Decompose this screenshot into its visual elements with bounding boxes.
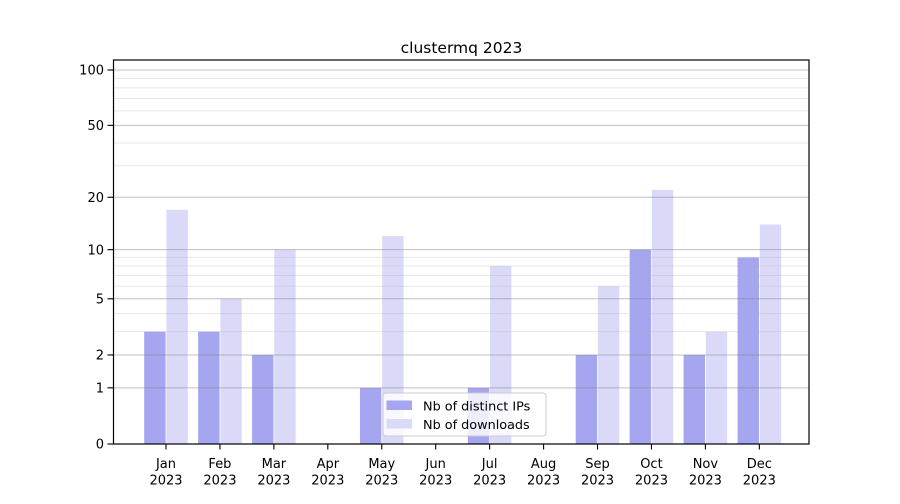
- bar-series1-month0: [166, 209, 188, 444]
- legend-swatch: [386, 419, 412, 429]
- x-tick-label-year: 2023: [635, 474, 668, 489]
- bar-series0-month10: [683, 354, 705, 444]
- x-tick-label: Jul: [481, 457, 498, 472]
- bar-series1-month8: [597, 286, 620, 444]
- x-tick-label: Aug: [531, 457, 556, 472]
- x-tick-label-year: 2023: [365, 474, 398, 489]
- legend-swatch: [386, 400, 412, 410]
- legend-label: Nb of distinct IPs: [423, 400, 531, 415]
- bar-series1-month1: [220, 298, 242, 444]
- x-tick-label-year: 2023: [257, 474, 290, 489]
- bar-series0-month8: [575, 354, 598, 444]
- plot-border: [112, 59, 810, 445]
- y-axis: 0 1 2 5 10 20 50 100: [79, 64, 114, 453]
- legend: Nb of distinct IPs Nb of downloads: [382, 392, 547, 437]
- y-tick-label: 5: [96, 292, 104, 307]
- x-tick-label-year: 2023: [203, 474, 236, 489]
- x-tick-label-year: 2023: [743, 474, 776, 489]
- x-tick-label-year: 2023: [311, 474, 344, 489]
- y-tick-label: 20: [87, 191, 104, 206]
- y-tick-label: 10: [87, 243, 104, 258]
- x-tick-label: Jun: [425, 457, 446, 472]
- bar-series0-month2: [252, 354, 274, 444]
- x-tick-label-year: 2023: [689, 474, 722, 489]
- bar-series0-month4: [359, 387, 382, 444]
- bar-series0-month9: [629, 249, 652, 444]
- x-tick-label: Jan: [155, 457, 176, 472]
- bar-series1-month2: [274, 249, 296, 444]
- x-tick-label-year: 2023: [527, 474, 560, 489]
- legend-label: Nb of downloads: [423, 418, 530, 433]
- x-tick-label: Mar: [262, 457, 287, 472]
- x-tick-label-year: 2023: [149, 474, 182, 489]
- bar-series1-month11: [759, 224, 782, 444]
- x-tick-label: Feb: [208, 457, 231, 472]
- grid-group: [114, 69, 809, 389]
- x-tick-label-year: 2023: [581, 474, 614, 489]
- x-tick-label-year: 2023: [473, 474, 506, 489]
- x-tick-label: May: [368, 457, 395, 472]
- chart-title: clustermq 2023: [401, 39, 523, 57]
- x-tick-label: Oct: [640, 457, 662, 472]
- x-axis: Jan 2023 Feb 2023 Mar 2023 Apr 2023 May 2023 Jun 20…: [149, 444, 776, 489]
- y-tick-label: 100: [79, 64, 104, 79]
- x-tick-label-year: 2023: [419, 474, 452, 489]
- bar-series1-month9: [651, 189, 674, 444]
- bar-series1-month4: [382, 236, 404, 444]
- x-tick-label: Sep: [585, 457, 610, 472]
- x-tick-label: Dec: [747, 457, 772, 472]
- bar-series0-month11: [737, 257, 759, 444]
- y-tick-label: 50: [87, 119, 104, 134]
- x-tick-label: Nov: [693, 457, 719, 472]
- y-tick-label: 1: [96, 381, 104, 396]
- y-tick-label: 2: [96, 349, 104, 364]
- legend-box: [382, 392, 547, 437]
- x-tick-label: Apr: [317, 457, 340, 472]
- y-tick-label: 0: [96, 438, 104, 453]
